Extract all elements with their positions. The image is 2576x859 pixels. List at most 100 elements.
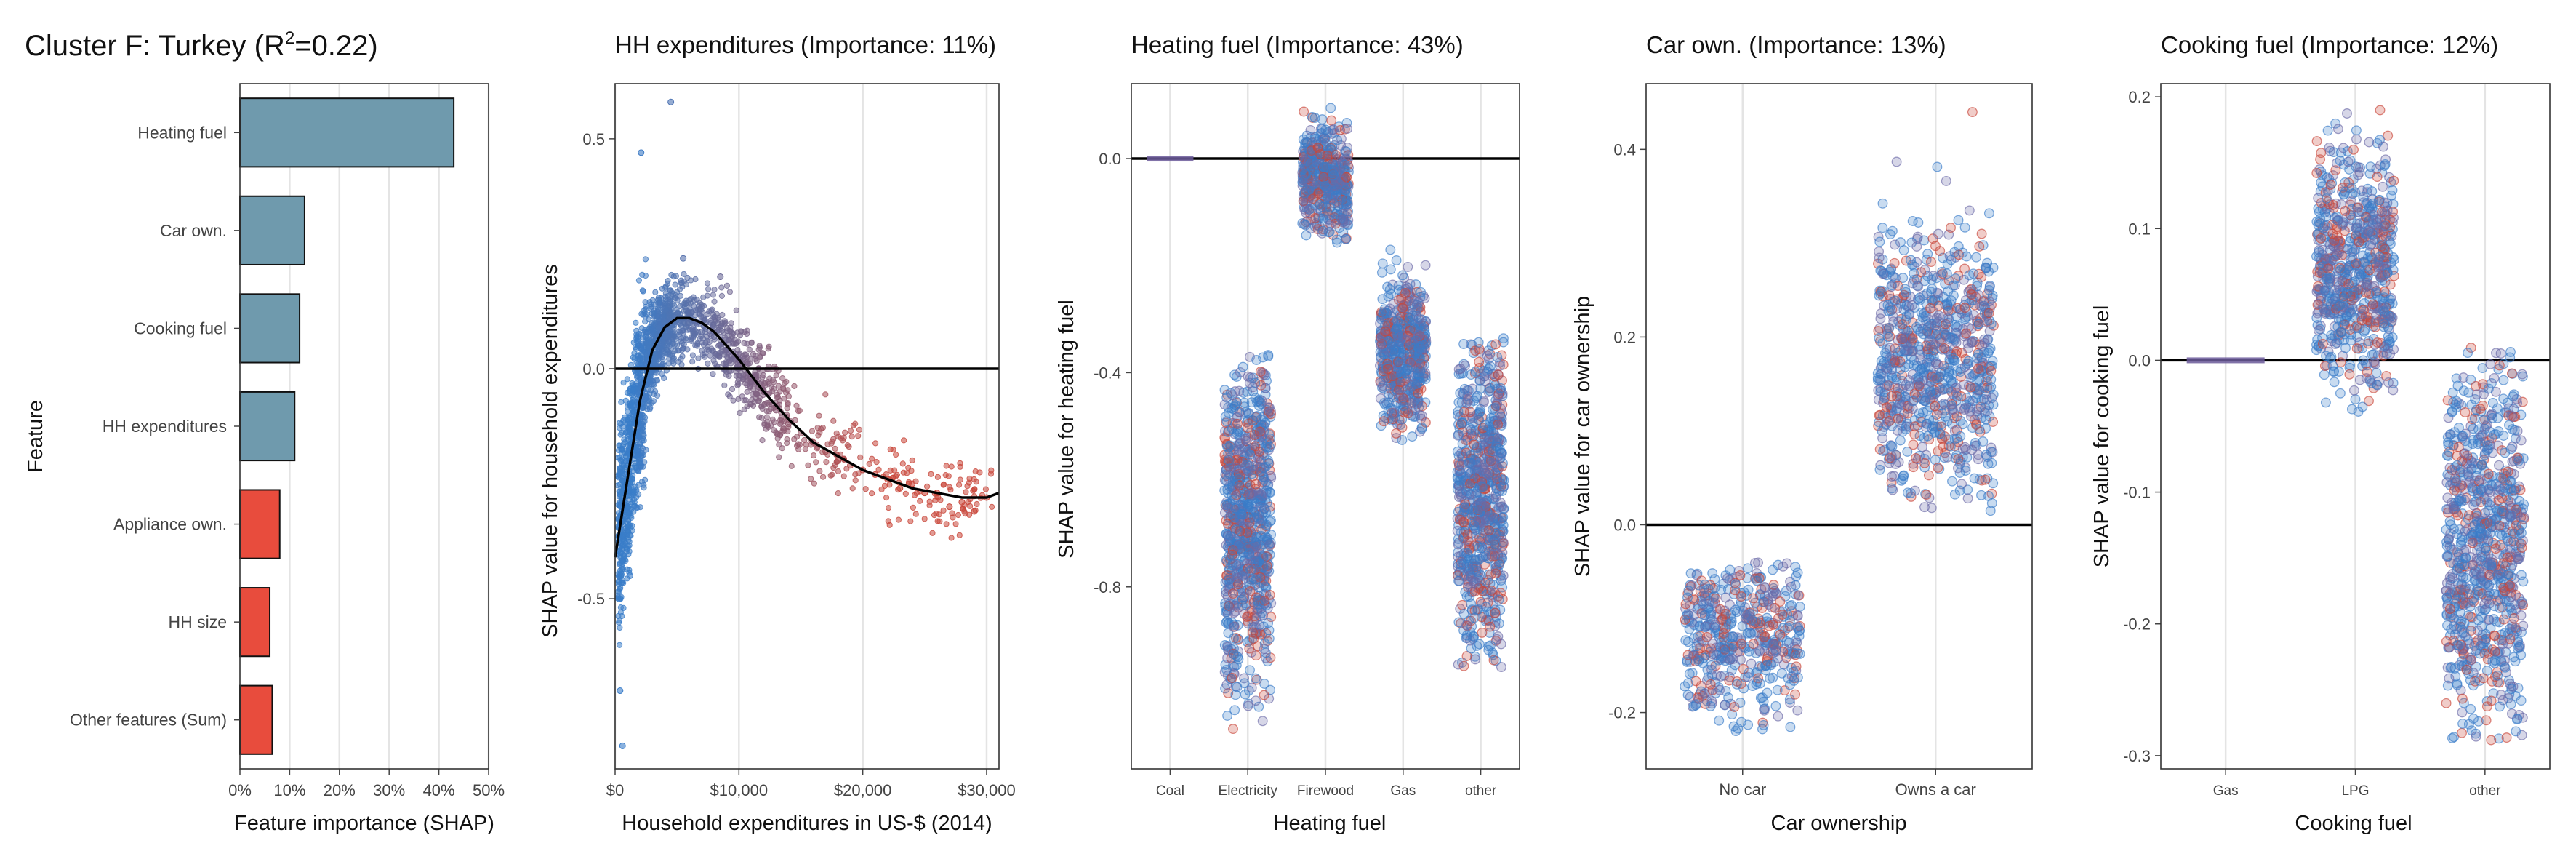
scatter-point (1473, 337, 1484, 348)
scatter-point (936, 518, 943, 524)
scatter-point (976, 469, 983, 476)
scatter-point (633, 380, 640, 387)
scatter-point (1247, 415, 1258, 425)
scatter-point (630, 467, 636, 474)
scatter-point (627, 425, 634, 432)
scatter-point (1484, 525, 1494, 536)
scatter-point (1341, 146, 1352, 157)
scatter-point (765, 379, 771, 385)
scatter-point (857, 454, 864, 461)
scatter-point (644, 406, 651, 412)
scatter-point (1301, 137, 1312, 148)
scatter-point (689, 309, 695, 316)
scatter-point (886, 482, 893, 488)
scatter-point (659, 285, 665, 292)
scatter-point (750, 402, 757, 409)
scatter-point (1263, 402, 1274, 413)
scatter-point (697, 305, 703, 312)
scatter-point (645, 398, 651, 405)
scatter-point (785, 400, 791, 407)
scatter-point (949, 510, 955, 516)
scatter-point (1249, 512, 1259, 523)
scatter-point (1385, 244, 1396, 255)
scatter-point (1301, 207, 1312, 218)
scatter-point (1461, 630, 1472, 641)
scatter-point (822, 391, 829, 398)
scatter-point (1481, 468, 1492, 479)
scatter-point (1222, 427, 1233, 438)
scatter-point (1401, 335, 1412, 345)
scatter-point (630, 339, 637, 345)
scatter-point (1228, 588, 1239, 599)
scatter-point (1469, 520, 1480, 531)
scatter-point (933, 510, 939, 517)
scatter-point (1469, 612, 1480, 623)
scatter-point (739, 393, 745, 400)
scatter-point (733, 307, 739, 313)
p2-ytick-label: 0.5 (582, 130, 605, 148)
scatter-point (1377, 258, 1388, 269)
scatter-point (1251, 354, 1262, 365)
scatter-point (1253, 582, 1264, 593)
scatter-point (625, 503, 631, 510)
scatter-point (1231, 524, 1242, 535)
scatter-point (1467, 505, 1478, 516)
p2-xtick-label: $30,000 (958, 781, 1016, 799)
scatter-point (823, 459, 830, 466)
p2-ytick-label: 0.0 (582, 360, 605, 378)
scatter-point (729, 329, 735, 336)
scatter-point (696, 311, 702, 318)
scatter-point (619, 612, 625, 620)
scatter-point (666, 328, 673, 335)
scatter-point (645, 345, 651, 351)
scatter-point (1479, 434, 1490, 444)
scatter-point (1306, 145, 1317, 156)
scatter-point (1219, 399, 1230, 410)
scatter-point (1491, 484, 1502, 495)
scatter-point (891, 467, 898, 474)
scatter-point (1318, 172, 1329, 183)
scatter-point (835, 468, 842, 475)
scatter-point (795, 446, 802, 452)
scatter-point (878, 486, 885, 492)
scatter-point (723, 282, 731, 289)
scatter-point (1255, 367, 1266, 377)
scatter-point (1453, 450, 1464, 461)
scatter-point (1376, 267, 1387, 278)
scatter-point (848, 434, 855, 440)
scatter-point (711, 298, 718, 305)
scatter-point (1765, 673, 1775, 684)
scatter-point (1457, 439, 1468, 450)
scatter-point (710, 357, 717, 364)
p2-ylabel: SHAP value for household expenditures (539, 264, 562, 638)
data-point (686, 319, 693, 327)
scatter-point (620, 604, 627, 612)
scatter-point (1477, 627, 1488, 638)
scatter-point (1260, 383, 1271, 393)
p2-xtick-label: $20,000 (834, 781, 892, 799)
scatter-point (737, 372, 743, 379)
scatter-point (1465, 582, 1476, 593)
scatter-point (1231, 559, 1241, 570)
scatter-point (1263, 351, 1274, 361)
scatter-point (956, 482, 963, 488)
importance-bar (239, 489, 281, 559)
scatter-point (940, 481, 947, 488)
scatter-point (692, 342, 699, 349)
importance-bar (239, 293, 301, 364)
scatter-point (684, 346, 691, 353)
scatter-point (652, 388, 659, 395)
scatter-point (1752, 575, 1762, 586)
scatter-point (1305, 124, 1316, 135)
p2-title: HH expenditures (Importance: 11%) (615, 31, 996, 58)
p1-xtick-label: 10% (273, 781, 305, 799)
scatter-point (737, 409, 743, 417)
scatter-point (1301, 230, 1312, 241)
scatter-point (734, 340, 740, 346)
importance-bar (239, 97, 455, 168)
scatter-point (1456, 417, 1467, 428)
scatter-point (774, 391, 781, 398)
p3-ytick-label: 0.0 (1099, 150, 1121, 168)
scatter-point (659, 371, 665, 377)
scatter-point (1377, 347, 1388, 358)
